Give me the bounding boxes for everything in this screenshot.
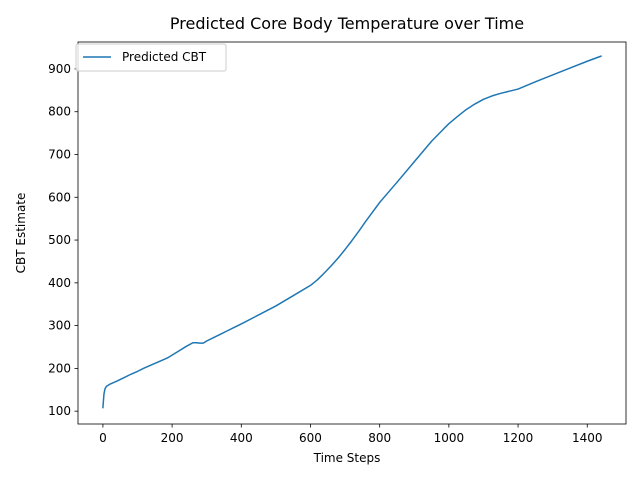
plot-area <box>78 42 626 424</box>
chart-title: Predicted Core Body Temperature over Tim… <box>170 14 524 33</box>
x-tick-label: 600 <box>299 431 322 445</box>
x-tick-label: 1400 <box>572 431 603 445</box>
y-tick-label: 500 <box>48 233 71 247</box>
legend-label-predicted-cbt: Predicted CBT <box>122 50 207 64</box>
x-tick-label: 0 <box>99 431 107 445</box>
y-tick-label: 700 <box>48 148 71 162</box>
y-tick-label: 800 <box>48 105 71 119</box>
x-tick-label: 1000 <box>434 431 465 445</box>
x-tick-label: 1200 <box>503 431 534 445</box>
y-axis-label: CBT Estimate <box>14 193 28 274</box>
legend-box <box>75 43 227 72</box>
x-axis-label: Time Steps <box>313 451 381 465</box>
y-tick-label: 100 <box>48 404 71 418</box>
plot-frame <box>77 41 627 425</box>
y-tick-label: 900 <box>48 62 71 76</box>
x-tick-label: 200 <box>161 431 184 445</box>
series-line-predicted-cbt <box>102 55 602 409</box>
x-tick-label: 800 <box>368 431 391 445</box>
y-tick-label: 400 <box>48 276 71 290</box>
legend: Predicted CBT <box>75 43 227 72</box>
y-tick-label: 600 <box>48 190 71 204</box>
y-tick-label: 200 <box>48 361 71 375</box>
plot-background <box>78 42 626 424</box>
x-axis-ticks: 0 200 400 600 800 1000 1200 1400 <box>99 424 603 445</box>
y-tick-label: 300 <box>48 319 71 333</box>
x-tick-label: 400 <box>230 431 253 445</box>
y-axis-ticks: 100 200 300 400 500 600 700 800 900 <box>48 62 78 418</box>
